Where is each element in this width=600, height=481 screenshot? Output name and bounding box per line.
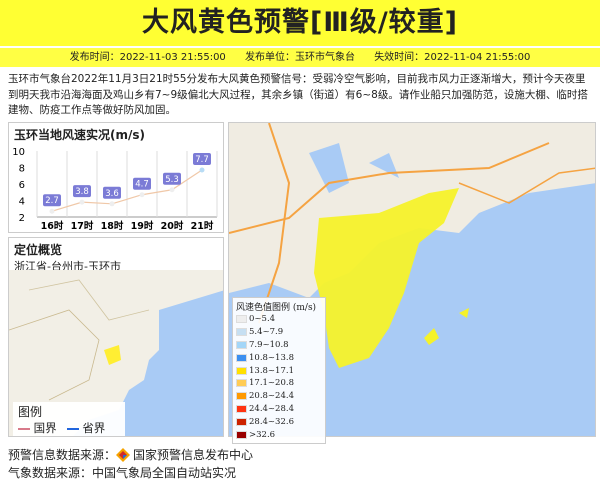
page-title: 大风黄色预警[Ⅲ级/较重]	[0, 0, 600, 46]
source-org[interactable]: 国家预警信息发布中心	[133, 448, 254, 462]
legend-swatch	[236, 366, 247, 375]
warning-description: 玉环市气象台2022年11月3日21时55分发布大风黄色预警信号：受弱冷空气影响…	[8, 73, 588, 116]
wind-chart-panel: 玉环当地风速实况(m/s) 2 4 6 8 10 2.7 16时 3.8 17时 3.6 18时 4.…	[8, 122, 224, 233]
data-label-bg	[193, 152, 211, 165]
legend-swatch	[236, 379, 247, 388]
data-point	[169, 187, 175, 193]
series-line	[51, 169, 203, 212]
y-tick-label: 10	[12, 147, 25, 158]
data-point	[199, 167, 205, 173]
data-label: 3.6	[105, 189, 119, 199]
legend-swatch	[236, 340, 247, 349]
data-label: 2.7	[45, 196, 59, 206]
data-point	[49, 208, 55, 214]
wind-legend-title: 风速色值图例 (m/s)	[236, 303, 317, 313]
x-tick-label: 19时	[131, 220, 154, 232]
weather-data-source: 气象数据来源：中国气象局全国自动站实况	[8, 466, 237, 480]
data-label-bg	[43, 194, 61, 207]
wind-legend-item: 24.4~28.4	[236, 403, 322, 416]
wind-legend-item: 0~5.4	[236, 313, 322, 326]
publish-time: 发布时间：2022-11-03 21:55:00	[69, 52, 226, 63]
legend-swatch	[236, 430, 247, 439]
wind-legend-item: 28.4~32.6	[236, 415, 322, 428]
data-label-bg	[163, 172, 181, 185]
data-label: 3.8	[75, 187, 89, 197]
y-tick-label: 2	[19, 213, 25, 224]
y-tick-label: 8	[19, 164, 25, 175]
data-point	[109, 201, 115, 207]
wind-legend-item: 5.4~7.9	[236, 326, 322, 339]
y-tick-label: 4	[19, 197, 25, 208]
wind-speed-legend: 风速色值图例 (m/s) 0~5.4 5.4~7.9 7.9~10.8 10.8~13…	[232, 297, 326, 444]
expire-time: 失效时间：2022-11-04 21:55:00	[374, 52, 531, 63]
data-point	[79, 199, 85, 205]
legend-swatch	[236, 328, 247, 337]
x-tick-label: 18时	[101, 220, 124, 232]
location-title: 定位概览	[14, 243, 63, 257]
x-tick-label: 16时	[41, 220, 64, 232]
wind-legend-item: 17.1~20.8	[236, 377, 322, 390]
map-legend-title: 图例	[18, 405, 43, 419]
publisher: 发布单位：玉环市气象台	[245, 52, 355, 63]
data-label: 5.3	[165, 175, 179, 185]
info-bar: 发布时间：2022-11-03 21:55:00 发布单位：玉环市气象台 失效时…	[0, 48, 600, 67]
legend-national-border: 国界	[18, 420, 57, 436]
location-panel: 定位概览 浙江省-台州市-玉环市 图例 国界 省界	[8, 237, 224, 437]
legend-swatch	[236, 315, 247, 324]
data-label-bg	[73, 185, 91, 198]
x-tick-label: 20时	[161, 220, 184, 232]
data-label-bg	[103, 186, 121, 199]
data-label: 4.7	[135, 180, 149, 190]
legend-swatch	[236, 392, 247, 401]
x-tick-label: 21时	[191, 220, 214, 232]
legend-province-border: 省界	[66, 420, 105, 436]
data-point	[139, 192, 145, 198]
data-label-bg	[133, 177, 151, 190]
data-label: 7.7	[195, 155, 209, 165]
data-source: 预警信息数据来源： 国家预警信息发布中心	[8, 447, 254, 462]
legend-swatch	[236, 417, 247, 426]
wind-legend-item: >32.6	[236, 428, 322, 441]
location-path: 浙江省-台州市-玉环市	[14, 260, 121, 273]
wind-legend-item: 20.8~24.4	[236, 390, 322, 403]
nwic-logo-icon	[116, 447, 131, 462]
x-tick-label: 17时	[71, 220, 94, 232]
wind-legend-item: 7.9~10.8	[236, 339, 322, 352]
wind-legend-item: 10.8~13.8	[236, 351, 322, 364]
legend-swatch	[236, 353, 247, 362]
y-tick-label: 6	[19, 180, 25, 191]
wind-legend-item: 13.8~17.1	[236, 364, 322, 377]
wind-chart-title: 玉环当地风速实况(m/s)	[14, 128, 145, 142]
map-legend: 图例 国界 省界	[13, 402, 125, 436]
legend-swatch	[236, 404, 247, 413]
wind-chart: 2 4 6 8 10 2.7 16时 3.8 17时 3.6 18时 4.7 19时 5.3 20时 7.7 2…	[12, 147, 218, 232]
